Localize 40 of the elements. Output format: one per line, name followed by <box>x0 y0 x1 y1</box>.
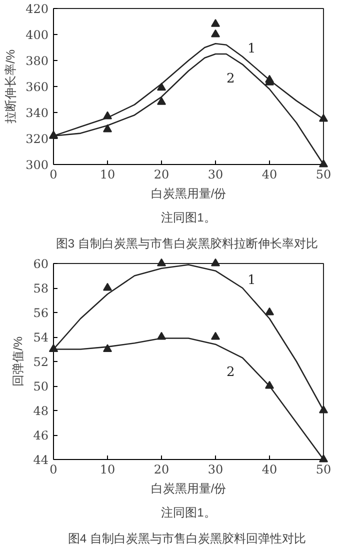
y-tick-label: 58 <box>33 282 49 296</box>
x-axis-title: 白炭黑用量/份 <box>150 186 226 200</box>
caption: 图3 自制白炭黑与市售白炭黑胶料拉断伸长率对比 <box>56 236 318 250</box>
y-tick-label: 420 <box>26 2 48 16</box>
x-tick-label: 30 <box>208 168 224 182</box>
text: 注同图1。 <box>161 210 216 224</box>
x-tick-label: 50 <box>316 168 332 182</box>
y-tick-label: 340 <box>26 106 48 120</box>
caption: 图4 自制白炭黑与市售白炭黑胶料回弹性对比 <box>68 532 306 546</box>
y-axis-title: 回弹值/% <box>11 336 26 386</box>
y-tick-label: 50 <box>33 380 49 394</box>
x-tick-label: 20 <box>154 462 170 476</box>
series-label: 1 <box>248 42 256 57</box>
y-tick-label: 54 <box>33 330 49 344</box>
y-tick-label: 380 <box>26 54 48 68</box>
y-tick-label: 360 <box>26 80 48 94</box>
x-tick-label: 40 <box>262 168 278 182</box>
series-label: 2 <box>226 364 235 380</box>
y-tick-label: 60 <box>33 257 49 271</box>
series-label: 2 <box>226 71 235 86</box>
y-tick-label: 56 <box>33 306 49 320</box>
y-tick-label: 300 <box>26 158 48 172</box>
x-tick-label: 0 <box>50 462 58 476</box>
x-tick-label: 0 <box>50 168 58 182</box>
y-tick-label: 320 <box>26 132 48 146</box>
y-tick-label: 44 <box>33 453 49 467</box>
x-tick-label: 10 <box>100 168 116 182</box>
x-tick-label: 20 <box>154 168 170 182</box>
y-tick-label: 52 <box>33 355 49 369</box>
x-tick-label: 30 <box>208 462 224 476</box>
y-tick-label: 400 <box>26 28 48 42</box>
x-axis-title: 白炭黑用量/份 <box>150 482 226 496</box>
y-tick-label: 48 <box>33 404 49 418</box>
x-tick-label: 10 <box>100 462 116 476</box>
y-tick-label: 46 <box>33 428 49 442</box>
x-tick-label: 50 <box>316 462 332 476</box>
x-tick-label: 40 <box>262 462 278 476</box>
y-axis-title: 拉断伸长率/% <box>4 49 18 124</box>
series-label: 1 <box>248 273 256 288</box>
text: 注同图1。 <box>161 506 216 520</box>
